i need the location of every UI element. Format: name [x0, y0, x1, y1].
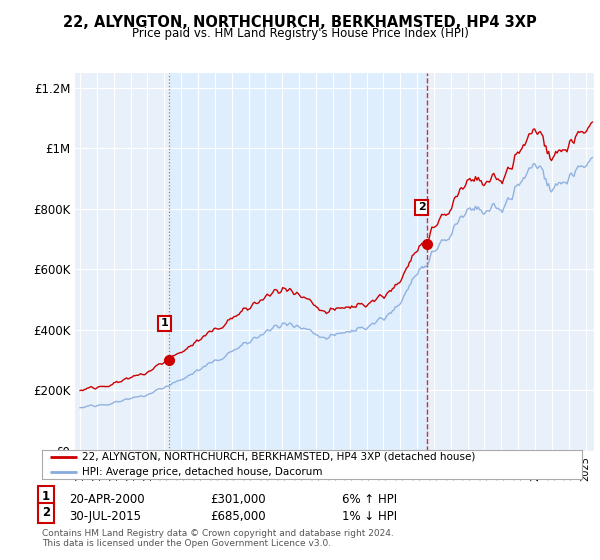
- Text: Price paid vs. HM Land Registry's House Price Index (HPI): Price paid vs. HM Land Registry's House …: [131, 27, 469, 40]
- Text: 1: 1: [42, 489, 50, 502]
- Text: 1: 1: [160, 319, 168, 329]
- Text: 2: 2: [42, 506, 50, 519]
- Text: £685,000: £685,000: [210, 510, 266, 523]
- Text: 2: 2: [418, 202, 425, 212]
- Text: 22, ALYNGTON, NORTHCHURCH, BERKHAMSTED, HP4 3XP: 22, ALYNGTON, NORTHCHURCH, BERKHAMSTED, …: [63, 15, 537, 30]
- Bar: [75, 73, 169, 451]
- Text: 22, ALYNGTON, NORTHCHURCH, BERKHAMSTED, HP4 3XP (detached house): 22, ALYNGTON, NORTHCHURCH, BERKHAMSTED, …: [83, 452, 476, 462]
- Text: £301,000: £301,000: [210, 493, 266, 506]
- Text: 1% ↓ HPI: 1% ↓ HPI: [342, 510, 397, 523]
- Text: Contains HM Land Registry data © Crown copyright and database right 2024.: Contains HM Land Registry data © Crown c…: [42, 530, 394, 539]
- Text: 20-APR-2000: 20-APR-2000: [69, 493, 145, 506]
- Bar: [427, 73, 594, 451]
- Text: 30-JUL-2015: 30-JUL-2015: [69, 510, 141, 523]
- Text: 6% ↑ HPI: 6% ↑ HPI: [342, 493, 397, 506]
- Text: This data is licensed under the Open Government Licence v3.0.: This data is licensed under the Open Gov…: [42, 539, 331, 548]
- Bar: [169, 73, 427, 451]
- Text: HPI: Average price, detached house, Dacorum: HPI: Average price, detached house, Daco…: [83, 466, 323, 477]
